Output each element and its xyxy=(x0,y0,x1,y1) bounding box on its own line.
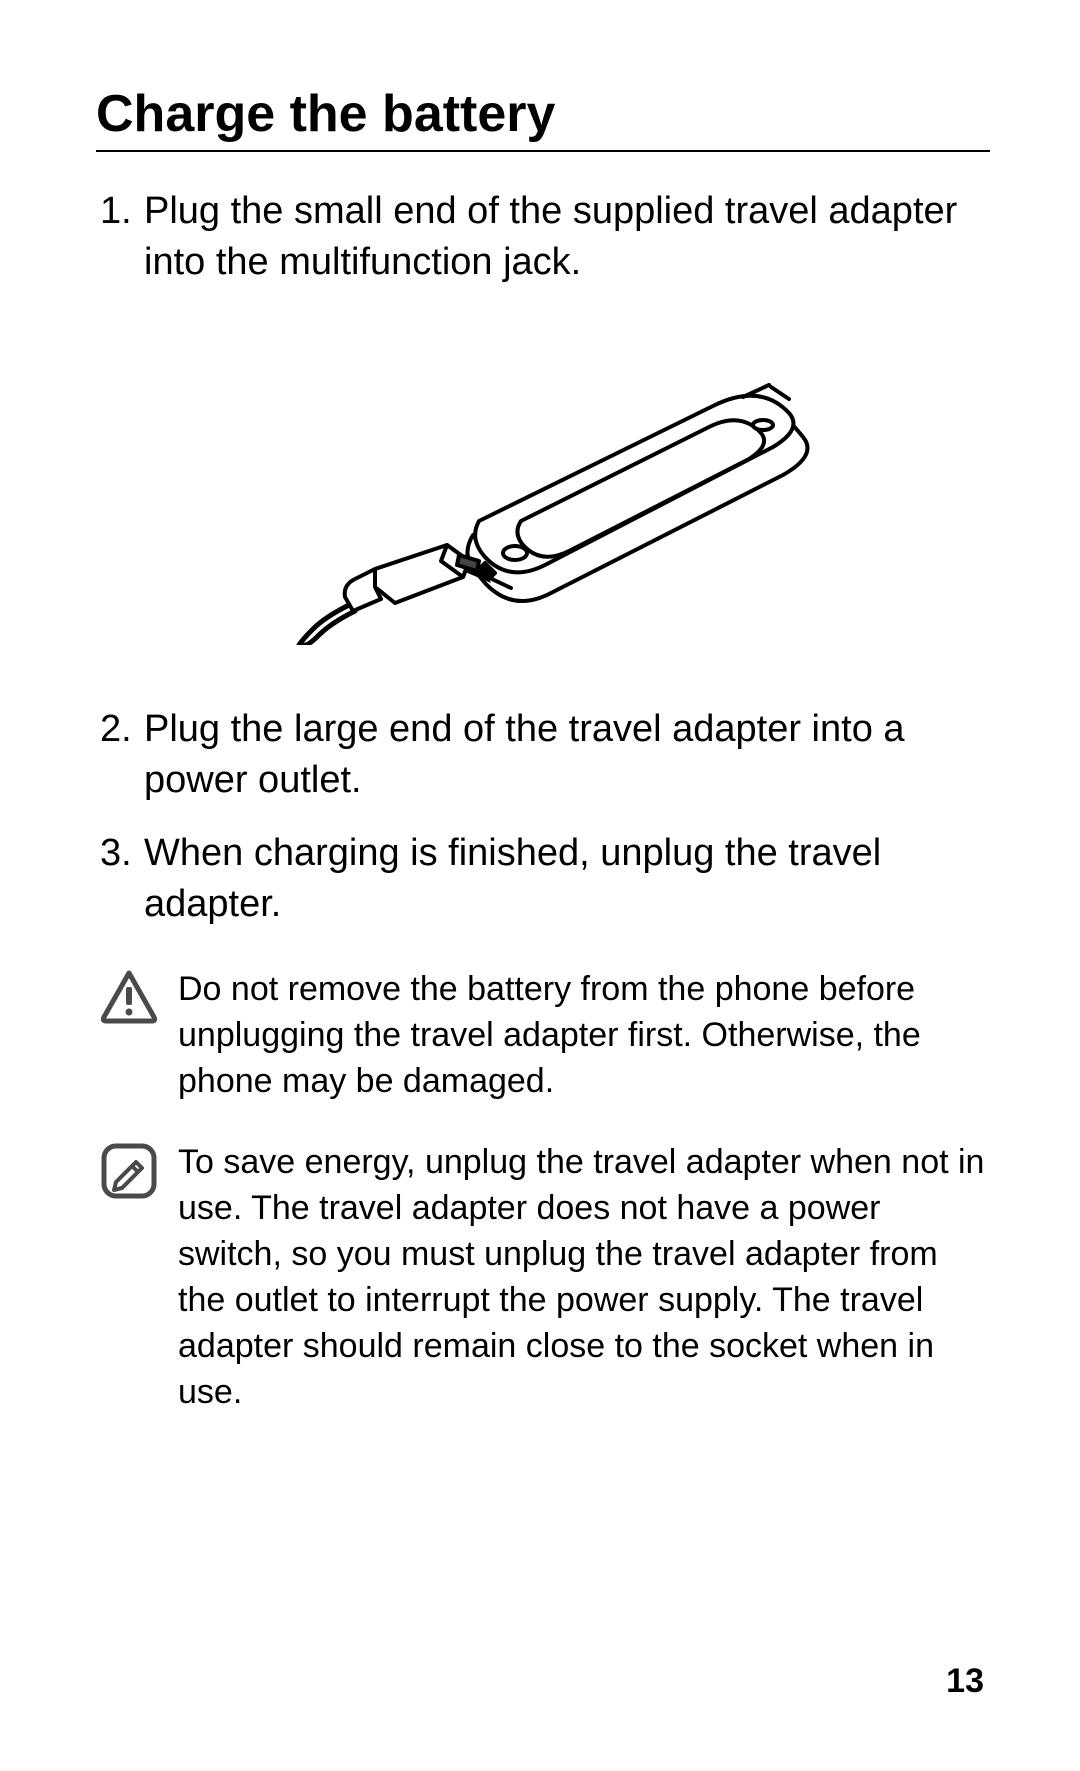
step-text: When charging is finished, unplug the tr… xyxy=(144,828,990,931)
tip-text: To save energy, unplug the travel adapte… xyxy=(178,1140,990,1415)
step-1: 1. Plug the small end of the supplied tr… xyxy=(96,186,990,289)
step-text: Plug the small end of the supplied trave… xyxy=(144,186,990,289)
step-3: 3. When charging is finished, unplug the… xyxy=(96,828,990,931)
note-icon xyxy=(100,1140,178,1415)
step-number: 3. xyxy=(100,828,144,931)
phone-charging-illustration xyxy=(96,315,990,650)
phone-cable-drawing-icon xyxy=(263,315,823,645)
step-number: 1. xyxy=(100,186,144,289)
tip-note: To save energy, unplug the travel adapte… xyxy=(96,1140,990,1415)
step-2: 2. Plug the large end of the travel adap… xyxy=(96,704,990,807)
warning-icon xyxy=(100,967,178,1105)
warning-note: Do not remove the battery from the phone… xyxy=(96,967,990,1105)
step-number: 2. xyxy=(100,704,144,807)
page-number: 13 xyxy=(946,1662,984,1701)
page-title: Charge the battery xyxy=(96,84,990,152)
manual-page: Charge the battery 1. Plug the small end… xyxy=(0,0,1080,1771)
warning-text: Do not remove the battery from the phone… xyxy=(178,967,990,1105)
step-text: Plug the large end of the travel adapter… xyxy=(144,704,990,807)
